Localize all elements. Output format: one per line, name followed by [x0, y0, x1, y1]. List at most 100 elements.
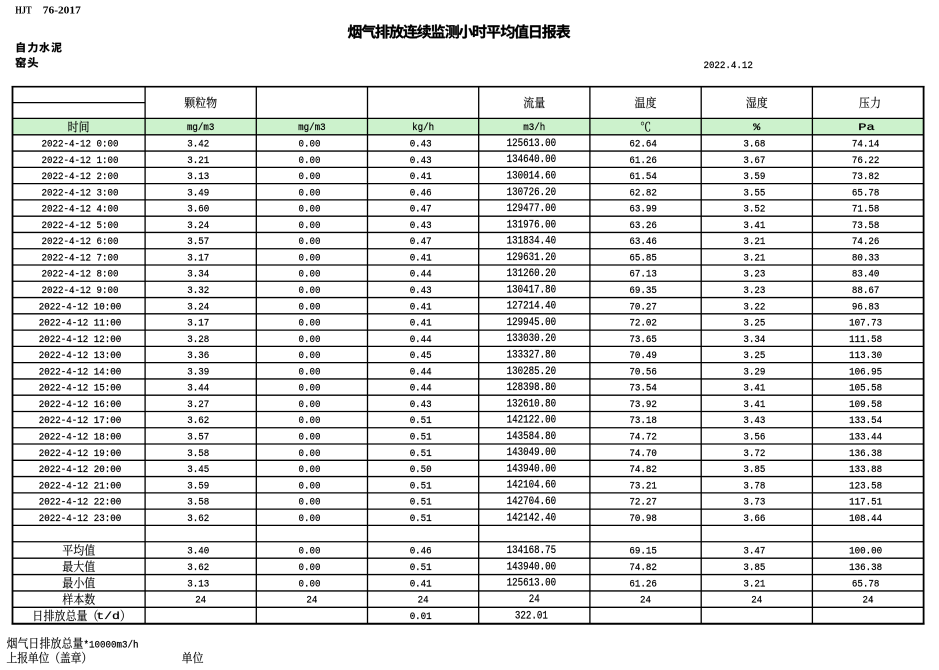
svg-text:136.38: 136.38	[849, 562, 882, 574]
svg-text:63.46: 63.46	[629, 236, 657, 248]
svg-text:3.25: 3.25	[743, 350, 765, 362]
svg-text:%: %	[753, 122, 761, 134]
svg-text:134640.00: 134640.00	[507, 154, 557, 166]
svg-text:76.22: 76.22	[852, 155, 880, 167]
svg-text:3.41: 3.41	[743, 383, 765, 395]
svg-text:108.44: 108.44	[849, 513, 882, 525]
svg-text:0.00: 0.00	[299, 448, 321, 460]
svg-text:107.73: 107.73	[849, 318, 882, 330]
svg-text:2022-4-12 1:00: 2022-4-12 1:00	[42, 155, 119, 167]
svg-text:2022-4-12 11:00: 2022-4-12 11:00	[39, 318, 122, 330]
svg-text:88.67: 88.67	[852, 285, 880, 297]
svg-text:3.41: 3.41	[743, 399, 765, 411]
svg-text:105.58: 105.58	[849, 383, 882, 395]
svg-text:24: 24	[640, 595, 651, 607]
svg-text:3.57: 3.57	[187, 236, 209, 248]
svg-text:0.47: 0.47	[410, 236, 432, 248]
svg-text:0.00: 0.00	[299, 155, 321, 167]
svg-text:96.83: 96.83	[852, 301, 880, 313]
svg-text:2022-4-12 9:00: 2022-4-12 9:00	[42, 285, 119, 297]
svg-text:0.41: 0.41	[410, 301, 432, 313]
svg-text:65.78: 65.78	[852, 578, 880, 590]
svg-text:2022-4-12 6:00: 2022-4-12 6:00	[42, 236, 119, 248]
svg-text:m3/h: m3/h	[523, 122, 545, 134]
svg-text:3.21: 3.21	[743, 578, 765, 590]
svg-text:3.62: 3.62	[187, 513, 209, 525]
svg-text:74.70: 74.70	[629, 448, 657, 460]
svg-text:0.00: 0.00	[299, 562, 321, 574]
svg-text:322.01: 322.01	[515, 611, 548, 623]
svg-text:0.00: 0.00	[299, 578, 321, 590]
svg-text:24: 24	[529, 594, 540, 606]
svg-text:65.78: 65.78	[852, 187, 880, 199]
svg-text:2022-4-12 19:00: 2022-4-12 19:00	[39, 448, 122, 460]
svg-text:3.25: 3.25	[743, 318, 765, 330]
svg-text:3.41: 3.41	[743, 220, 765, 232]
svg-text:3.27: 3.27	[187, 399, 209, 411]
svg-text:0.00: 0.00	[299, 253, 321, 265]
svg-text:109.58: 109.58	[849, 399, 882, 411]
svg-text:0.51: 0.51	[410, 448, 432, 460]
svg-text:0.51: 0.51	[410, 415, 432, 427]
svg-text:73.18: 73.18	[629, 415, 657, 427]
svg-text:142704.60: 142704.60	[507, 496, 557, 508]
svg-text:70.27: 70.27	[629, 301, 657, 313]
svg-text:2022-4-12 3:00: 2022-4-12 3:00	[42, 187, 119, 199]
svg-text:70.49: 70.49	[629, 350, 657, 362]
svg-text:0.00: 0.00	[299, 546, 321, 558]
svg-text:0.51: 0.51	[410, 562, 432, 574]
svg-text:2022-4-12 0:00: 2022-4-12 0:00	[42, 139, 119, 151]
svg-text:0.00: 0.00	[299, 350, 321, 362]
svg-text:24: 24	[418, 595, 429, 607]
svg-text:133327.80: 133327.80	[507, 350, 557, 362]
svg-text:0.47: 0.47	[410, 204, 432, 216]
svg-text:0.51: 0.51	[410, 497, 432, 509]
svg-text:mg/m3: mg/m3	[187, 122, 215, 134]
svg-text:0.00: 0.00	[299, 513, 321, 525]
svg-text:3.58: 3.58	[187, 497, 209, 509]
svg-text:0.43: 0.43	[410, 155, 432, 167]
svg-text:0.44: 0.44	[410, 366, 432, 378]
svg-text:73.21: 73.21	[629, 480, 657, 492]
svg-text:131260.20: 131260.20	[507, 268, 557, 280]
svg-text:133.88: 133.88	[849, 464, 882, 476]
svg-text:0.50: 0.50	[410, 464, 432, 476]
svg-text:3.40: 3.40	[187, 546, 209, 558]
svg-text:0.41: 0.41	[410, 318, 432, 330]
svg-text:3.52: 3.52	[743, 204, 765, 216]
svg-text:2022-4-12 14:00: 2022-4-12 14:00	[39, 366, 122, 378]
svg-text:63.99: 63.99	[629, 204, 657, 216]
svg-text:2022-4-12 7:00: 2022-4-12 7:00	[42, 253, 119, 265]
svg-text:130417.80: 130417.80	[507, 284, 557, 296]
svg-text:0.00: 0.00	[299, 480, 321, 492]
svg-text:73.82: 73.82	[852, 171, 880, 183]
svg-text:117.51: 117.51	[849, 497, 882, 509]
svg-text:130014.60: 130014.60	[507, 171, 557, 183]
svg-text:143940.00: 143940.00	[507, 561, 557, 573]
svg-text:127214.40: 127214.40	[507, 301, 557, 313]
svg-text:*10000m3/h: *10000m3/h	[84, 639, 139, 651]
svg-text:130726.20: 130726.20	[507, 187, 557, 199]
svg-text:143049.00: 143049.00	[507, 447, 557, 459]
svg-text:73.92: 73.92	[629, 399, 657, 411]
svg-text:3.39: 3.39	[187, 366, 209, 378]
svg-text:0.00: 0.00	[299, 139, 321, 151]
svg-text:2022-4-12 5:00: 2022-4-12 5:00	[42, 220, 119, 232]
svg-text:100.00: 100.00	[849, 546, 882, 558]
svg-text:24: 24	[195, 595, 206, 607]
svg-text:3.29: 3.29	[743, 366, 765, 378]
svg-text:HJT: HJT	[15, 5, 32, 17]
svg-text:67.13: 67.13	[629, 269, 657, 281]
svg-text:73.54: 73.54	[629, 383, 657, 395]
svg-text:0.00: 0.00	[299, 220, 321, 232]
svg-text:3.60: 3.60	[187, 204, 209, 216]
svg-text:3.78: 3.78	[743, 480, 765, 492]
svg-text:131834.40: 131834.40	[507, 236, 557, 248]
svg-text:129477.00: 129477.00	[507, 203, 557, 215]
svg-text:0.00: 0.00	[299, 334, 321, 346]
svg-text:0.00: 0.00	[299, 366, 321, 378]
svg-text:3.42: 3.42	[187, 139, 209, 151]
svg-text:142122.00: 142122.00	[507, 415, 557, 427]
svg-text:3.85: 3.85	[743, 562, 765, 574]
svg-text:0.44: 0.44	[410, 269, 432, 281]
